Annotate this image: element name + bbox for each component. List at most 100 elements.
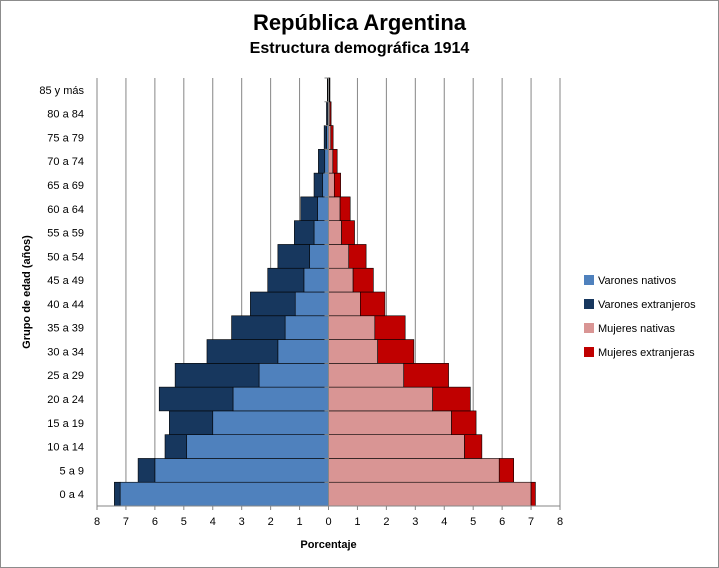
bar-mujeres-extranjeras <box>464 434 483 459</box>
bar-mujeres-nativas <box>328 386 433 412</box>
bar-varones-extranjeros <box>250 291 296 317</box>
bar-mujeres-extranjeras <box>330 125 334 150</box>
legend-swatch <box>584 347 594 357</box>
legend-label: Varones extranjeros <box>598 299 696 311</box>
bar-mujeres-nativas <box>328 315 376 340</box>
chart-title: República Argentina <box>252 10 467 35</box>
x-tick-label: 4 <box>210 516 216 528</box>
y-tick-label: 25 a 29 <box>47 370 84 382</box>
bar-mujeres-extranjeras <box>348 244 367 269</box>
bar-mujeres-nativas <box>328 481 532 507</box>
chart-subtitle: Estructura demográfica 1914 <box>249 40 470 57</box>
bar-mujeres-nativas <box>328 244 350 269</box>
bar-mujeres-extranjeras <box>352 267 374 293</box>
bar-mujeres-extranjeras <box>498 458 515 483</box>
y-tick-label: 35 a 39 <box>47 323 84 335</box>
bar-varones-extranjeros <box>231 315 286 340</box>
bar-mujeres-extranjeras <box>341 220 355 245</box>
bar-mujeres-extranjeras <box>530 481 536 507</box>
x-axis-title: Porcentaje <box>300 539 356 551</box>
y-tick-label: 70 a 74 <box>47 156 84 168</box>
bar-varones-extranjeros <box>267 267 305 293</box>
y-tick-label: 50 a 54 <box>47 251 84 263</box>
bar-varones-nativos <box>309 244 329 269</box>
bar-varones-extranjeros <box>300 196 318 221</box>
legend-label: Mujeres nativas <box>598 323 676 335</box>
bar-mujeres-extranjeras <box>329 77 331 103</box>
legend-swatch <box>584 299 594 309</box>
y-tick-label: 30 a 34 <box>47 346 84 358</box>
y-tick-label: 55 a 59 <box>47 228 84 240</box>
x-tick-label: 5 <box>181 516 187 528</box>
x-tick-label: 8 <box>557 516 563 528</box>
bar-varones-extranjeros <box>114 481 121 507</box>
bar-varones-nativos <box>258 363 329 388</box>
bar-mujeres-extranjeras <box>451 410 477 435</box>
bar-varones-nativos <box>284 315 329 340</box>
bar-varones-extranjeros <box>137 458 156 483</box>
x-tick-label: 4 <box>441 516 447 528</box>
x-tick-label: 3 <box>239 516 245 528</box>
y-axis-title: Grupo de edad (años) <box>21 235 33 349</box>
y-tick-label: 75 a 79 <box>47 132 84 144</box>
y-tick-label: 40 a 44 <box>47 299 84 311</box>
x-tick-label: 2 <box>383 516 389 528</box>
bar-varones-nativos <box>313 220 329 245</box>
x-tick-label: 5 <box>470 516 476 528</box>
y-tick-label: 5 a 9 <box>60 465 84 477</box>
x-tick-label: 7 <box>123 516 129 528</box>
bar-mujeres-extranjeras <box>432 386 471 412</box>
bar-mujeres-extranjeras <box>339 196 351 221</box>
x-tick-label: 0 <box>325 516 331 528</box>
bar-mujeres-extranjeras <box>332 149 338 174</box>
bar-mujeres-extranjeras <box>403 363 449 388</box>
bar-mujeres-nativas <box>328 339 378 364</box>
x-tick-label: 7 <box>528 516 534 528</box>
bar-varones-nativos <box>232 386 329 412</box>
bar-mujeres-extranjeras <box>360 291 386 317</box>
bar-mujeres-nativas <box>328 458 500 483</box>
bar-mujeres-nativas <box>328 291 361 317</box>
y-tick-label: 10 a 14 <box>47 442 84 454</box>
bar-varones-nativos <box>277 339 329 364</box>
bar-varones-extranjeros <box>326 101 328 126</box>
bar-mujeres-extranjeras <box>374 315 406 340</box>
bar-mujeres-nativas <box>328 149 334 174</box>
x-tick-label: 6 <box>152 516 158 528</box>
bar-varones-extranjeros <box>327 77 329 103</box>
y-tick-label: 60 a 64 <box>47 204 84 216</box>
bar-varones-extranjeros <box>294 220 315 245</box>
x-tick-label: 2 <box>268 516 274 528</box>
bar-mujeres-nativas <box>328 267 354 293</box>
y-tick-label: 0 a 4 <box>60 489 84 501</box>
bar-varones-nativos <box>212 410 329 435</box>
y-tick-label: 65 a 69 <box>47 180 84 192</box>
y-tick-label: 85 y más <box>39 85 84 97</box>
bar-mujeres-nativas <box>328 434 465 459</box>
bar-mujeres-extranjeras <box>377 339 415 364</box>
legend-label: Mujeres extranjeras <box>598 347 695 359</box>
bar-mujeres-nativas <box>328 363 405 388</box>
bar-varones-nativos <box>119 481 329 507</box>
x-tick-label: 6 <box>499 516 505 528</box>
y-tick-label: 45 a 49 <box>47 275 84 287</box>
bar-varones-nativos <box>317 196 329 221</box>
bar-varones-extranjeros <box>206 339 279 364</box>
bar-varones-extranjeros <box>164 434 188 459</box>
bar-varones-nativos <box>294 291 329 317</box>
bar-varones-extranjeros <box>313 172 324 198</box>
bar-varones-extranjeros <box>174 363 260 388</box>
legend-label: Varones nativos <box>598 275 677 287</box>
legend-swatch <box>584 275 594 285</box>
x-tick-label: 1 <box>354 516 360 528</box>
bar-varones-extranjeros <box>169 410 214 435</box>
bar-varones-nativos <box>186 434 329 459</box>
y-tick-label: 20 a 24 <box>47 394 84 406</box>
legend-swatch <box>584 323 594 333</box>
x-tick-label: 1 <box>297 516 303 528</box>
bar-mujeres-extranjeras <box>329 101 332 126</box>
bar-varones-extranjeros <box>323 125 327 150</box>
bar-varones-nativos <box>324 149 329 174</box>
bar-mujeres-extranjeras <box>333 172 341 198</box>
